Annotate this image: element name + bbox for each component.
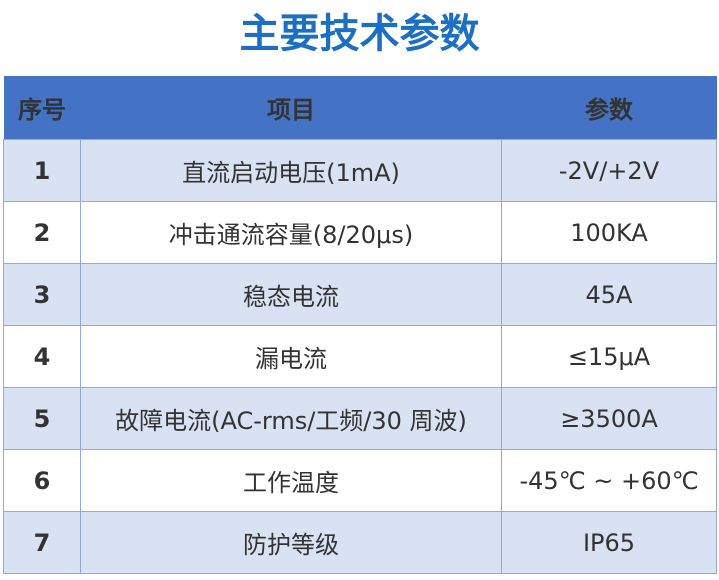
header-item: 项目 (80, 76, 502, 140)
row-number: 3 (3, 263, 81, 326)
table-row: 7 防护等级 IP65 (3, 511, 717, 574)
row-item: 漏电流 (80, 325, 502, 388)
page-title: 主要技术参数 (239, 11, 480, 57)
header-no: 序号 (3, 76, 81, 140)
row-item: 防护等级 (80, 511, 502, 574)
row-value: IP65 (501, 511, 717, 574)
row-item: 直流启动电压(1mA) (80, 139, 502, 202)
row-value: 45A (501, 263, 717, 326)
table-row: 3 稳态电流 45A (3, 263, 717, 326)
table-row: 6 工作温度 -45℃ ~ +60℃ (3, 449, 717, 512)
row-item: 稳态电流 (80, 263, 502, 326)
row-item: 工作温度 (80, 449, 502, 512)
header-value: 参数 (501, 76, 717, 140)
row-value: -45℃ ~ +60℃ (501, 449, 717, 512)
row-item: 冲击通流容量(8/20μs) (80, 201, 502, 264)
row-number: 2 (3, 201, 81, 264)
row-value: -2V/+2V (501, 139, 717, 202)
row-value: ≤15μA (501, 325, 717, 388)
row-value: 100KA (501, 201, 717, 264)
row-number: 4 (3, 325, 81, 388)
row-number: 5 (3, 387, 81, 450)
table-row: 4 漏电流 ≤15μA (3, 325, 717, 388)
header-row: 序号 项目 参数 (3, 76, 717, 140)
row-number: 7 (3, 511, 81, 574)
row-item: 故障电流(AC-rms/工频/30 周波) (80, 387, 502, 450)
row-number: 6 (3, 449, 81, 512)
spec-table: 序号 项目 参数 1 直流启动电压(1mA) -2V/+2V 2 冲击通流容量(8/20… (3, 76, 717, 574)
row-number: 1 (3, 139, 81, 202)
table-row: 2 冲击通流容量(8/20μs) 100KA (3, 201, 717, 264)
table-row: 5 故障电流(AC-rms/工频/30 周波) ≥3500A (3, 387, 717, 450)
row-value: ≥3500A (501, 387, 717, 450)
table-row: 1 直流启动电压(1mA) -2V/+2V (3, 139, 717, 202)
